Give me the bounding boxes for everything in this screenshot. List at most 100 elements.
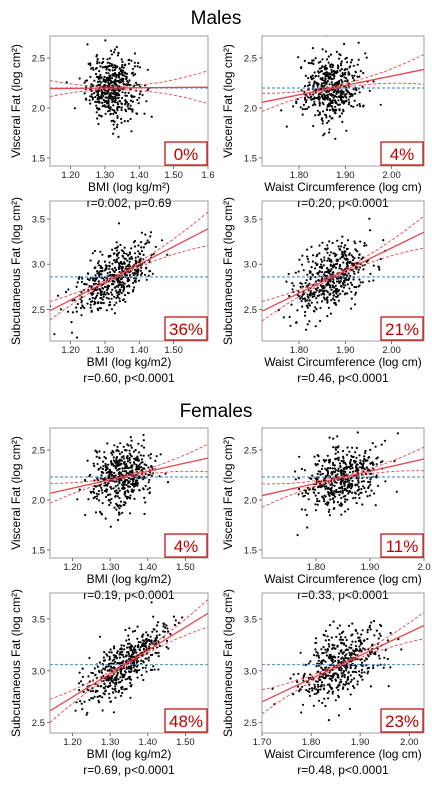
- data-point: [128, 646, 131, 649]
- data-point: [119, 651, 122, 654]
- data-point: [354, 644, 358, 648]
- data-point: [134, 468, 137, 471]
- data-point: [134, 279, 137, 283]
- data-point: [308, 83, 311, 87]
- data-point: [107, 81, 110, 84]
- data-point: [132, 450, 136, 453]
- data-point: [318, 270, 321, 273]
- data-point: [360, 491, 363, 494]
- data-point: [89, 277, 92, 280]
- data-point: [320, 648, 323, 651]
- data-point: [330, 687, 333, 691]
- data-point: [114, 99, 117, 102]
- data-point: [139, 241, 143, 244]
- data-point: [137, 458, 140, 461]
- data-point: [355, 446, 358, 450]
- data-point: [285, 125, 288, 128]
- data-point: [337, 456, 340, 459]
- data-point: [328, 436, 331, 439]
- data-point: [345, 669, 348, 672]
- data-point: [315, 650, 318, 654]
- data-point: [368, 456, 371, 459]
- data-point: [121, 285, 124, 288]
- data-point: [359, 459, 362, 462]
- data-point: [324, 704, 327, 708]
- data-point: [349, 664, 352, 667]
- data-point: [137, 244, 140, 247]
- data-point: [111, 449, 114, 452]
- data-point: [99, 290, 102, 293]
- data-point: [110, 53, 114, 56]
- data-point: [332, 77, 336, 80]
- data-point: [158, 644, 161, 648]
- data-point: [348, 450, 351, 453]
- data-point: [297, 493, 300, 496]
- data-point: [92, 277, 95, 280]
- data-point: [88, 99, 91, 102]
- data-point: [134, 81, 138, 84]
- data-point: [140, 250, 144, 253]
- data-point: [116, 54, 120, 57]
- data-point: [130, 257, 134, 260]
- data-point: [315, 692, 318, 695]
- data-point: [126, 72, 129, 75]
- data-point: [106, 442, 109, 445]
- data-point: [86, 459, 89, 462]
- data-point: [133, 629, 137, 633]
- data-point: [351, 685, 355, 688]
- data-point: [316, 301, 319, 304]
- data-point: [113, 678, 116, 681]
- data-point: [106, 484, 109, 487]
- r2-badge-label: 4%: [390, 145, 415, 164]
- data-point: [144, 84, 147, 87]
- data-point: [383, 439, 387, 442]
- data-point: [328, 677, 331, 680]
- data-point: [128, 263, 131, 266]
- data-point: [331, 692, 334, 695]
- data-point: [120, 249, 123, 252]
- data-point: [323, 684, 326, 687]
- data-point: [87, 498, 90, 501]
- data-point: [369, 483, 372, 486]
- data-point: [334, 284, 337, 287]
- data-point: [82, 690, 85, 694]
- data-point: [331, 70, 334, 73]
- stats-label: r=0.002, p=0.69: [87, 196, 172, 210]
- data-point: [145, 241, 148, 244]
- data-point: [340, 245, 343, 248]
- plot-area: [262, 215, 424, 331]
- data-point: [329, 653, 332, 657]
- data-point: [111, 674, 114, 677]
- data-point: [123, 670, 127, 673]
- data-point: [340, 472, 343, 475]
- data-point: [304, 300, 307, 303]
- data-point: [164, 626, 167, 629]
- data-point: [166, 627, 169, 630]
- data-point: [326, 291, 329, 294]
- data-point: [340, 112, 344, 115]
- data-point: [353, 79, 356, 82]
- data-point: [124, 495, 127, 498]
- data-point: [114, 685, 117, 688]
- data-point: [326, 259, 329, 262]
- data-point: [300, 711, 303, 714]
- data-point: [137, 645, 140, 649]
- data-point: [109, 485, 112, 488]
- data-point: [377, 484, 380, 487]
- data-point: [108, 658, 111, 661]
- data-point: [329, 263, 332, 266]
- data-point: [137, 61, 140, 65]
- data-point: [343, 76, 346, 79]
- data-point: [118, 100, 121, 103]
- data-point: [366, 459, 369, 462]
- data-point: [340, 497, 343, 500]
- data-point: [369, 272, 372, 275]
- axes-frame: [261, 35, 425, 167]
- data-point: [358, 645, 361, 648]
- data-point: [360, 462, 363, 466]
- data-point: [115, 459, 118, 462]
- data-point: [306, 526, 309, 529]
- data-point: [120, 277, 123, 280]
- data-point: [105, 309, 108, 312]
- data-point: [307, 88, 310, 91]
